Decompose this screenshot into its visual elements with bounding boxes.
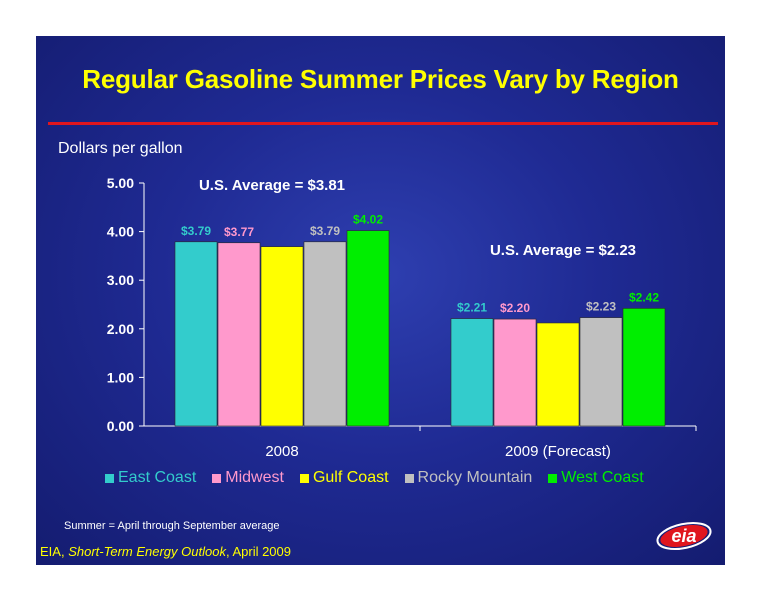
source-prefix: EIA, [40, 544, 69, 559]
legend-label: Rocky Mountain [417, 469, 533, 486]
y-tick-label: 2.00 [107, 321, 134, 337]
bar-rocky-mountain [579, 317, 623, 427]
source-suffix: , April 2009 [225, 544, 291, 559]
y-tick-label: 0.00 [107, 418, 134, 434]
slide-title: Regular Gasoline Summer Prices Vary by R… [82, 64, 679, 94]
chart-legend: East Coast Midwest Gulf Coast Rocky Mountai… [105, 469, 660, 487]
data-label: $2.23 [586, 300, 616, 314]
data-label: $2.20 [500, 301, 530, 315]
us-average-2008: U.S. Average = $3.81 [199, 177, 345, 194]
data-label: $2.12 [543, 322, 573, 336]
y-tick-label: 1.00 [107, 369, 134, 385]
legend-label: East Coast [118, 469, 197, 486]
legend-item: Midwest [212, 469, 284, 487]
data-label: $4.02 [353, 213, 383, 227]
legend-swatch [548, 473, 558, 483]
y-tick-label: 5.00 [107, 175, 134, 191]
bar-midwest [217, 242, 261, 427]
slide: Regular Gasoline Summer Prices Vary by R… [36, 36, 725, 565]
title-divider [48, 122, 718, 125]
bar-west-coast [346, 230, 390, 427]
legend-label: Gulf Coast [312, 469, 389, 486]
source-citation: EIA, Short-Term Energy Outlook, April 20… [40, 544, 291, 559]
data-label: $2.21 [457, 301, 487, 315]
bar-gulf-coast [536, 322, 580, 427]
x-tick-label: 2008 [265, 443, 298, 460]
legend-item: Rocky Mountain [404, 469, 533, 487]
legend-item: East Coast [105, 469, 196, 487]
legend-swatch [105, 473, 114, 483]
bar-west-coast [622, 308, 666, 427]
legend-swatch [212, 473, 222, 483]
legend-label: Midwest [225, 469, 284, 486]
data-label: $3.79 [181, 224, 211, 238]
bar-gulf-coast [260, 246, 304, 427]
data-label: $3.77 [224, 225, 254, 239]
us-average-2009: U.S. Average = $2.23 [490, 242, 636, 259]
legend-swatch [404, 473, 414, 483]
legend-item: Gulf Coast [299, 469, 389, 487]
bar-east-coast [174, 241, 218, 427]
bar-midwest [493, 318, 537, 427]
eia-logo: eia [656, 521, 712, 551]
data-label: $3.69 [267, 246, 297, 260]
legend-item: West Coast [548, 469, 644, 487]
bar-chart: 0.00 1.00 2.00 3.00 4.00 5.00 $3.79 $3.77 $3.69 $… [107, 175, 697, 460]
data-label: $3.79 [310, 224, 340, 238]
x-tick-label: 2009 (Forecast) [505, 443, 611, 460]
unit-label: Dollars per gallon [58, 140, 183, 157]
legend-swatch [299, 473, 309, 483]
legend-label: West Coast [561, 469, 644, 486]
footnote: Summer = April through September average [64, 520, 280, 532]
source-title: Short-Term Energy Outlook [68, 544, 226, 559]
y-tick-label: 3.00 [107, 272, 134, 288]
bar-rocky-mountain [303, 241, 347, 427]
bar-east-coast [450, 318, 494, 427]
eia-logo-text: eia [671, 526, 696, 546]
data-label: $2.42 [629, 290, 659, 304]
y-tick-label: 4.00 [107, 224, 134, 240]
